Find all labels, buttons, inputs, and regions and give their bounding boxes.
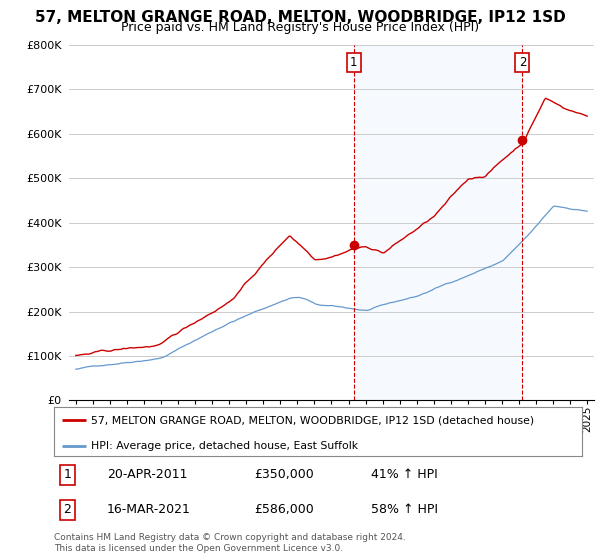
Text: Contains HM Land Registry data © Crown copyright and database right 2024.
This d: Contains HM Land Registry data © Crown c… (54, 533, 406, 553)
Bar (353, 45, 523, 400)
Text: £350,000: £350,000 (254, 468, 314, 481)
Text: £586,000: £586,000 (254, 503, 314, 516)
Text: 57, MELTON GRANGE ROAD, MELTON, WOODBRIDGE, IP12 1SD (detached house): 57, MELTON GRANGE ROAD, MELTON, WOODBRID… (91, 416, 534, 426)
Text: HPI: Average price, detached house, East Suffolk: HPI: Average price, detached house, East… (91, 441, 358, 451)
Text: 41% ↑ HPI: 41% ↑ HPI (371, 468, 437, 481)
Text: 2: 2 (63, 503, 71, 516)
Text: 1: 1 (350, 56, 358, 69)
Text: 1: 1 (63, 468, 71, 481)
Text: 20-APR-2011: 20-APR-2011 (107, 468, 187, 481)
Text: 58% ↑ HPI: 58% ↑ HPI (371, 503, 438, 516)
Text: 16-MAR-2021: 16-MAR-2021 (107, 503, 191, 516)
Text: Price paid vs. HM Land Registry's House Price Index (HPI): Price paid vs. HM Land Registry's House … (121, 21, 479, 34)
Text: 2: 2 (518, 56, 526, 69)
Text: 57, MELTON GRANGE ROAD, MELTON, WOODBRIDGE, IP12 1SD: 57, MELTON GRANGE ROAD, MELTON, WOODBRID… (35, 10, 565, 25)
